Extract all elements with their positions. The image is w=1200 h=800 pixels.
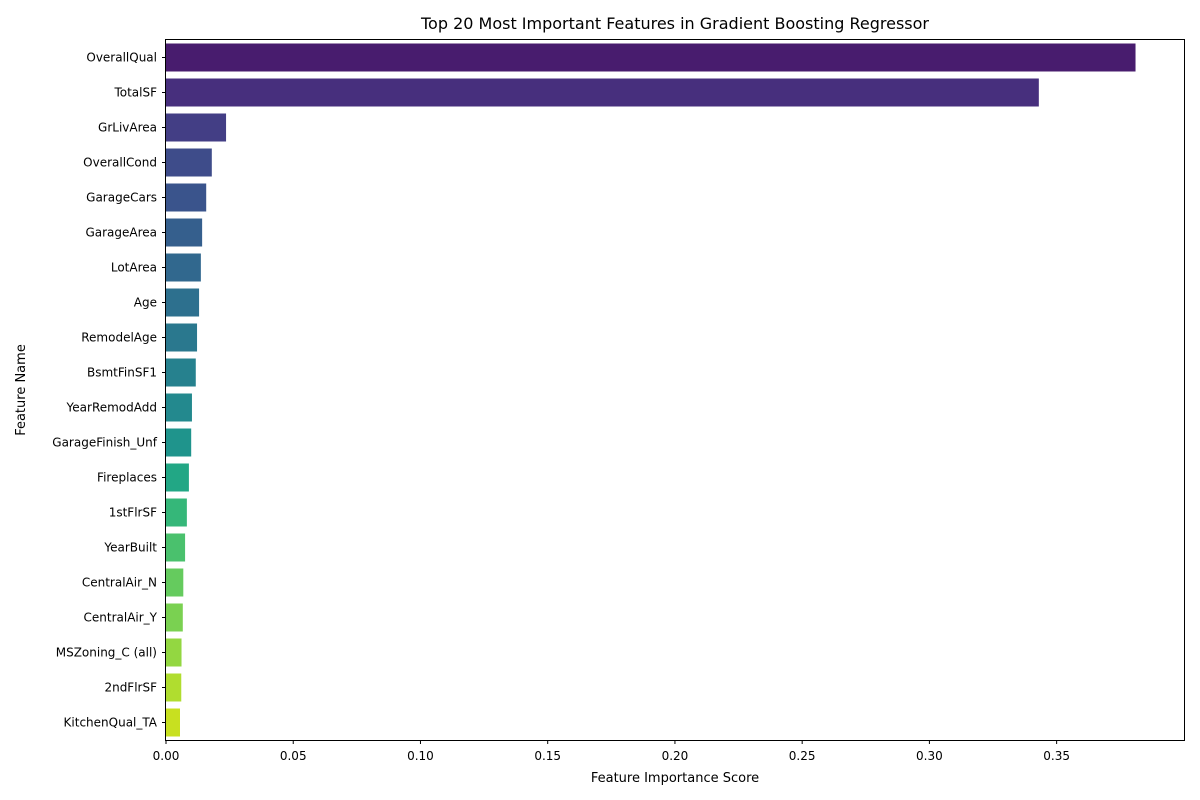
y-tick-label: RemodelAge: [81, 331, 157, 345]
bar-grlivarea: [166, 113, 227, 142]
x-tick-label: 0.30: [916, 749, 943, 763]
bar-yearremodadd: [166, 393, 192, 422]
x-tick-label: 0.25: [789, 749, 816, 763]
x-tick-label: 0.05: [280, 749, 307, 763]
y-tick-label: OverallCond: [83, 156, 157, 170]
x-tick-label: 0.15: [534, 749, 561, 763]
bar-garagecars: [166, 183, 207, 212]
bar-overallqual: [166, 43, 1136, 72]
bar-centralair-n: [166, 568, 184, 597]
x-tick-label: 0.10: [407, 749, 434, 763]
y-tick-label: KitchenQual_TA: [64, 716, 158, 730]
y-axis-title: Feature Name: [14, 344, 29, 436]
chart-title: Top 20 Most Important Features in Gradie…: [420, 14, 929, 33]
bar-centralair-y: [166, 603, 183, 632]
y-tick-label: GarageFinish_Unf: [52, 436, 157, 450]
bar-mszoning-c-all-: [166, 638, 182, 667]
bar-2ndflrsf: [166, 673, 182, 702]
bar-bsmtfinsf1: [166, 358, 196, 387]
bar-1stflrsf: [166, 498, 187, 527]
y-tick-label: GarageCars: [86, 191, 157, 205]
y-tick-label: YearRemodAdd: [66, 401, 157, 415]
y-tick-label: LotArea: [111, 261, 157, 275]
y-tick-label: OverallQual: [86, 51, 157, 65]
bar-fireplaces: [166, 463, 189, 492]
x-tick-label: 0.00: [153, 749, 180, 763]
y-tick-label: GarageArea: [85, 226, 157, 240]
bar-garagearea: [166, 218, 203, 247]
x-tick-label: 0.20: [662, 749, 689, 763]
bar-remodelage: [166, 323, 198, 352]
bar-yearbuilt: [166, 533, 186, 562]
bar-garagefinish-unf: [166, 428, 192, 457]
y-tick-label: YearBuilt: [103, 541, 157, 555]
y-tick-label: CentralAir_N: [82, 576, 157, 590]
bars-group: [166, 43, 1136, 737]
bar-lotarea: [166, 253, 201, 282]
x-tick-label: 0.35: [1043, 749, 1070, 763]
y-tick-label: GrLivArea: [98, 121, 157, 135]
bar-kitchenqual-ta: [166, 708, 180, 737]
y-tick-label: TotalSF: [113, 86, 157, 100]
y-tick-label: CentralAir_Y: [84, 611, 158, 625]
plot-frame: [165, 39, 1185, 741]
bar-totalsf: [166, 78, 1039, 107]
y-tick-label: Age: [134, 296, 157, 310]
x-axis-title: Feature Importance Score: [591, 771, 759, 786]
y-tick-label: 1stFlrSF: [109, 506, 157, 520]
bar-overallcond: [166, 148, 212, 177]
y-tick-label: 2ndFlrSF: [104, 681, 157, 695]
y-tick-label: MSZoning_C (all): [56, 646, 157, 660]
y-axis-ticks: OverallQual TotalSF GrLivArea OverallCond Ga…: [52, 51, 166, 730]
y-tick-label: BsmtFinSF1: [87, 366, 157, 380]
y-tick-label: Fireplaces: [97, 471, 157, 485]
bar-age: [166, 288, 200, 317]
x-axis-ticks: 0.00 0.05 0.10 0.15 0.20 0.25 0.30 0.35: [153, 740, 1070, 763]
